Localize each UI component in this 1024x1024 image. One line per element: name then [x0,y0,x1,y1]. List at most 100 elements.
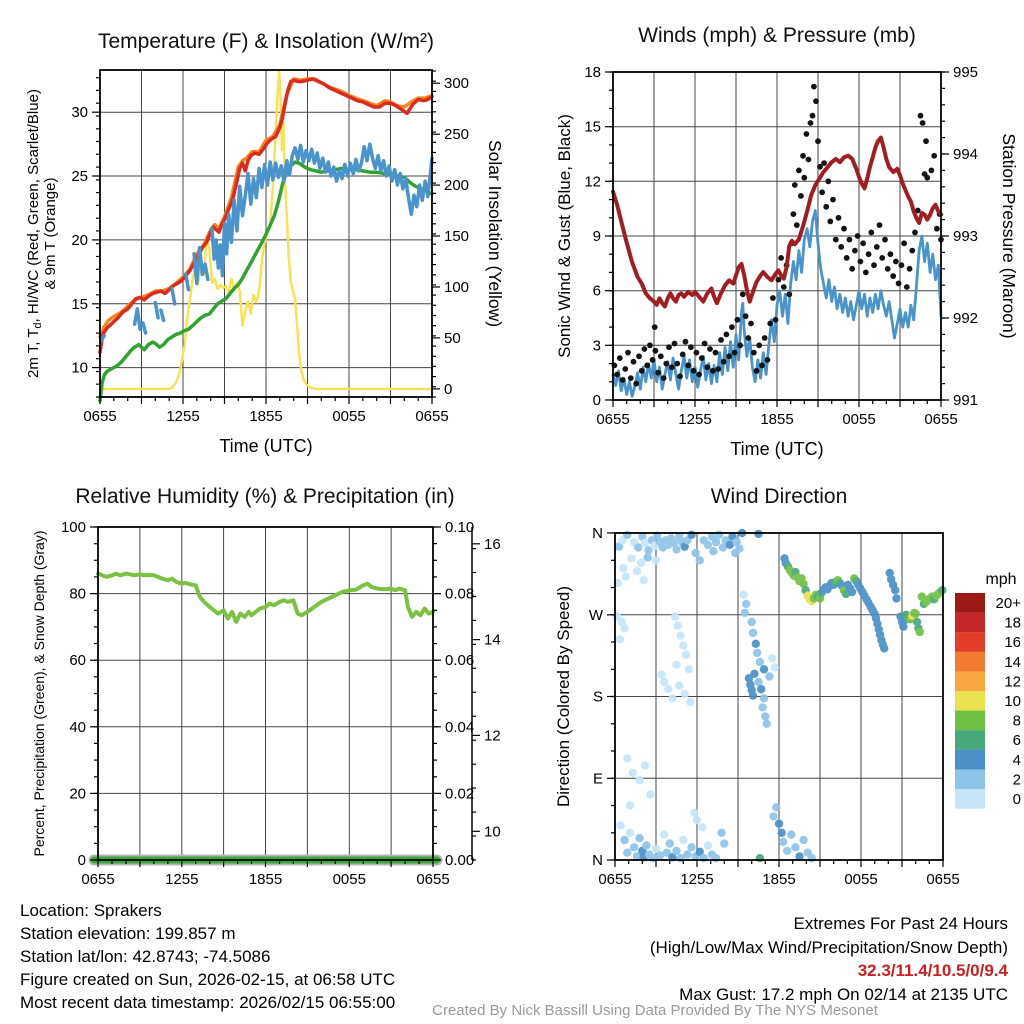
y-tick-label: 0 [444,381,452,398]
humidity-precip-chart: 0655 1255 1855 0055 0655 0 20 40 60 80 100 0.00 0.02… [31,519,501,888]
axis-ticks [90,526,480,867]
y-tick-label: 12 [484,727,501,744]
y-tick-label: E [593,770,603,787]
axis-tick-labels: 0655 1255 1855 0055 065510152025300501001502… [71,75,469,425]
y-tick-label: 100 [61,519,86,536]
x-tick-label: 0055 [332,408,365,425]
legend-label: 14 [1004,654,1021,671]
x-axis-title: Time (UTC) [730,439,823,459]
axis-ticks [607,532,944,867]
axis-ticks [92,70,440,404]
y-tick-label: 0.08 [445,586,474,603]
temperature-insolation-chart: 0655 1255 1855 0055 065510152025300501001502… [25,69,505,456]
y-tick-label: 0.06 [445,652,474,669]
plot-area-temperature-insolation: 0655 1255 1855 0055 065510152025300501001502… [25,69,505,456]
legend-label: 16 [1004,634,1021,651]
series-wind-direction-dots [612,528,947,863]
y-tick-label: 994 [953,146,978,163]
legend-label: 12 [1004,673,1021,690]
y-tick-label: 10 [484,823,501,840]
left-axis-title: Percent, Precipitation (Green), & Snow D… [31,530,47,856]
y-tick-label: 0.04 [445,719,474,736]
y-tick-label: 60 [69,652,86,669]
y-tick-label: 50 [444,330,461,347]
series-group [98,69,434,403]
y-tick-label: 12 [584,173,601,190]
legend-title: mph [985,571,1016,588]
station-latlon: Station lat/lon: 42.8743; -74.5086 [20,947,271,966]
y-tick-label: N [592,525,603,542]
right-axis-title: Station Pressure (Maroon) [999,133,1019,338]
left-axis-title: 2m T, Td, HI/WC (Red, Green, Scarlet/Blu… [25,89,44,378]
legend-label: 10 [1004,693,1021,710]
chart-title-temperature-insolation: Temperature (F) & Insolation (W/m²) [97,30,435,53]
x-tick-label: 0655 [924,411,957,428]
legend-label: 8 [1013,713,1021,730]
station-info: Location: Sprakers Station elevation: 19… [20,899,395,1014]
series-wind-gust-black [611,83,944,387]
grid-lines [613,72,941,400]
y-tick-label: 20 [69,785,86,802]
axis-ticks [605,71,949,407]
y-tick-label: 0.02 [445,785,474,802]
legend-swatch-0 [955,789,985,809]
series-windchill-heatindex-blue [99,142,434,343]
x-tick-label: 0655 [926,871,959,888]
y-tick-label: N [592,852,603,869]
extremes-block: Extremes For Past 24 Hours (High/Low/Max… [650,912,1008,1006]
series-relative-humidity-green [96,571,435,624]
chart-title-winds-pressure: Winds (mph) & Pressure (mb) [638,24,916,47]
series-group [612,528,947,863]
y-tick-label: 40 [69,719,86,736]
left-axis-title: Sonic Wind & Gust (Blue, Black) [555,114,574,358]
station-elevation: Station elevation: 199.857 m [20,924,236,943]
x-tick-label: 1855 [249,408,282,425]
legend-swatch-6 [955,730,985,750]
plot-area-humidity-precip: 0655 1255 1855 0055 0655 0 20 40 60 80 100 0.00 0.02… [31,519,501,888]
y-tick-label: 200 [444,177,469,194]
extremes-values: 32.3/11.4/10.5/0/9.4 [857,961,1008,980]
legend-swatch-16 [955,632,985,652]
y-tick-label: 991 [953,392,978,409]
x-tick-label: 0655 [598,871,631,888]
y-tick-label: 20 [71,232,88,249]
x-tick-label: 1255 [166,408,199,425]
y-tick-label: 80 [69,586,86,603]
plot-area-winds-pressure: 0655 1255 1855 0055 0655 0 3 6 9 12 15 18 991 992 993 9… [555,64,1019,459]
x-tick-label: 1255 [165,871,198,888]
legend-swatch-20+ [955,593,985,613]
y-tick-label: W [589,607,604,624]
y-tick-label: 995 [953,64,978,81]
legend-swatch-2 [955,769,985,790]
y-tick-label: 100 [444,279,469,296]
plot-area-wind-direction: 0655 1255 1855 0055 0655 N E S W N Direction (Colo… [554,525,960,888]
y-tick-label: 250 [444,126,469,143]
y-tick-label: 10 [71,360,88,377]
x-tick-label: 0055 [842,411,875,428]
y-tick-label: 14 [484,632,501,649]
y-tick-label: 25 [71,168,88,185]
series-2m-temperature-red [98,77,434,355]
figure-created-on: Figure created on Sun, 2026-02-15, at 06… [20,970,396,989]
x-tick-label: 1855 [760,411,793,428]
x-axis-title: Time (UTC) [219,436,312,456]
x-tick-label: 1255 [680,871,713,888]
y-tick-label: 300 [444,75,469,92]
legend-label: 4 [1013,752,1021,769]
x-tick-label: 0655 [83,408,116,425]
x-tick-label: 1255 [678,411,711,428]
x-tick-label: 0055 [844,871,877,888]
legend-swatch-10 [955,691,985,711]
y-tick-label: 18 [584,64,601,81]
x-tick-label: 0655 [81,871,114,888]
legend-swatch-18 [955,612,985,633]
most-recent-timestamp: Most recent data timestamp: 2026/02/15 0… [20,993,396,1012]
left-axis-title: Direction (Colored By Speed) [554,586,573,807]
x-tick-label: 1855 [762,871,795,888]
y-tick-label: 15 [71,296,88,313]
extremes-heading: Extremes For Past 24 Hours [793,914,1008,933]
axis-tick-labels: 0655 1255 1855 0055 0655 N E S W N [589,525,960,888]
station-location: Location: Sprakers [20,901,162,920]
x-tick-label: 0655 [415,408,448,425]
